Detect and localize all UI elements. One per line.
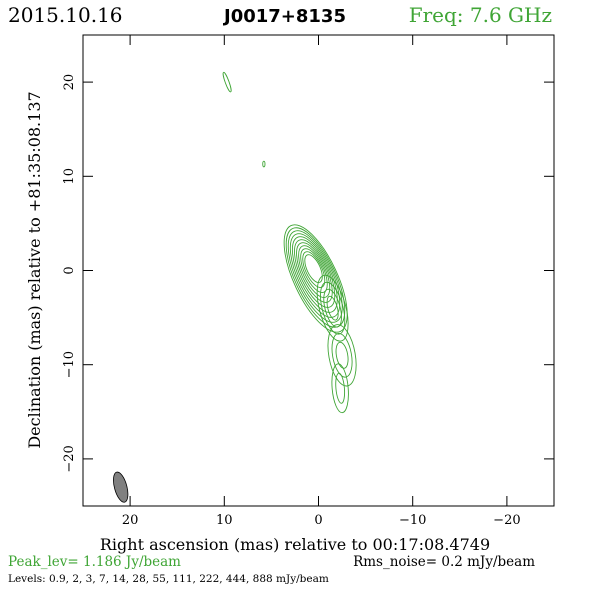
- x-axis-label: Right ascension (mas) relative to 00:17:…: [100, 535, 490, 554]
- plot-frame: [82, 34, 555, 507]
- x-tick-label: 0: [314, 513, 322, 528]
- contour-lines: [222, 71, 357, 414]
- contour-jet-knot-1: [327, 324, 357, 387]
- contour-core: [291, 236, 338, 313]
- y-axis-label: Declination (mas) relative to +81:35:08.…: [25, 91, 44, 448]
- contour-core: [294, 239, 336, 308]
- contour-core: [287, 230, 343, 323]
- contour-inner-jet: [326, 295, 339, 321]
- x-tick-label: −10: [399, 513, 426, 528]
- peak-level-text: Peak_lev= 1.186 Jy/beam: [8, 554, 181, 570]
- y-tick-label: 10: [62, 168, 77, 185]
- y-tick-label: −20: [62, 445, 77, 472]
- y-tick-label: 20: [62, 74, 77, 91]
- contour-inner-jet: [316, 274, 349, 342]
- rms-noise-text: Rms_noise= 0.2 mJy/beam: [353, 554, 535, 570]
- observation-date: 2015.10.16: [8, 3, 123, 27]
- frequency-label: Freq: 7.6 GHz: [409, 3, 552, 27]
- contour-levels-text: Levels: 0.9, 2, 3, 7, 14, 28, 55, 111, 2…: [8, 573, 329, 585]
- x-tick-label: 10: [216, 513, 233, 528]
- x-tick-label: 20: [122, 513, 139, 528]
- contour-core: [289, 233, 341, 318]
- beam-ellipse: [113, 471, 129, 503]
- x-axis-ticks: 20 10 0 −10 −20: [122, 35, 521, 528]
- beam-shape: [113, 471, 129, 503]
- contour-core: [283, 224, 348, 333]
- y-tick-label: −10: [62, 351, 77, 378]
- contour-core: [296, 242, 333, 303]
- contour-jet-knot-2: [335, 372, 346, 404]
- contour-faint-north: [222, 71, 232, 93]
- contour-inner-jet: [323, 288, 342, 328]
- contour-core: [298, 245, 331, 298]
- contour-core: [300, 248, 328, 293]
- contour-core: [304, 254, 323, 284]
- source-name: J0017+8135: [222, 6, 346, 27]
- contour-inner-jet: [320, 281, 346, 335]
- x-tick-label: −20: [493, 513, 520, 528]
- contour-jet-knot-2: [331, 363, 349, 414]
- contour-faint-dot: [262, 160, 266, 168]
- y-tick-label: 0: [62, 266, 77, 274]
- y-axis-ticks: 20 10 0 −10 −20: [62, 74, 554, 473]
- contour-jet-knot-1: [335, 341, 349, 369]
- contour-jet-knot-1: [331, 332, 353, 378]
